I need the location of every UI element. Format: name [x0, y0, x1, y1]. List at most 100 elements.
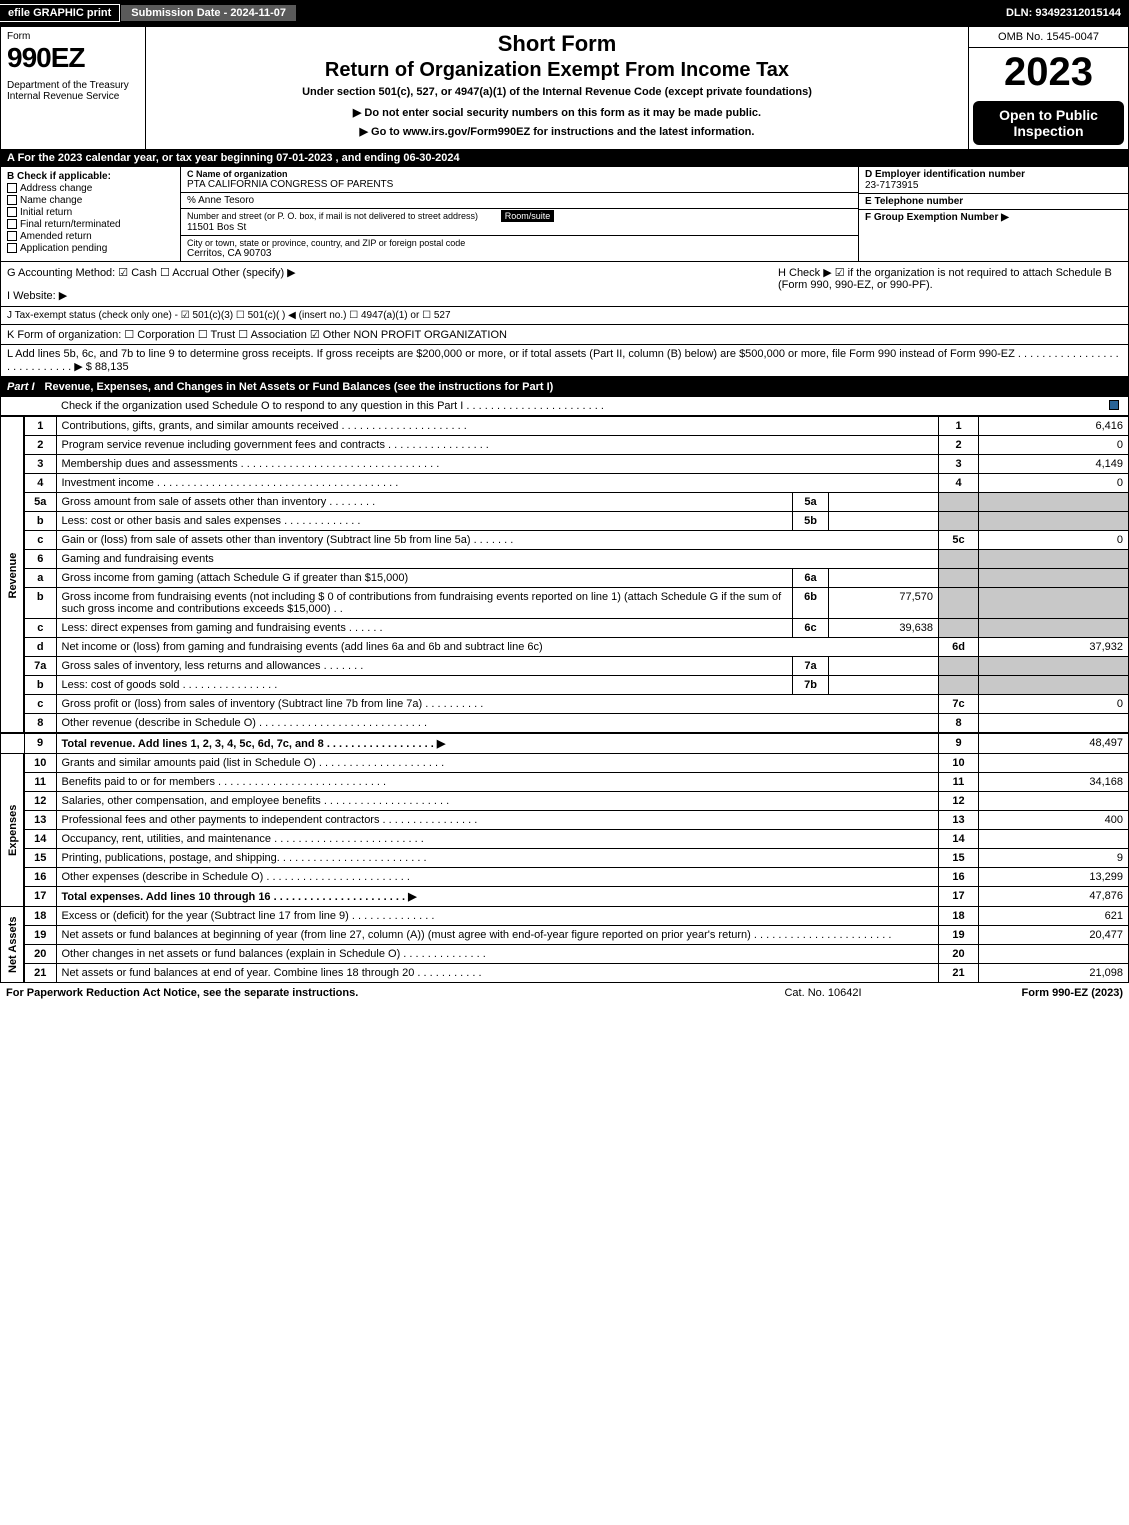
form-ref: Form 990-EZ (2023): [923, 987, 1123, 999]
line-6b: bGross income from fundraising events (n…: [1, 588, 1129, 619]
line-15: 15Printing, publications, postage, and s…: [1, 849, 1129, 868]
line-14: 14Occupancy, rent, utilities, and mainte…: [1, 830, 1129, 849]
ssn-warning: ▶ Do not enter social security numbers o…: [152, 106, 962, 119]
line-3: 3Membership dues and assessments . . . .…: [1, 455, 1129, 474]
website: I Website: ▶: [7, 289, 772, 302]
goto-text: ▶ Go to www.irs.gov/Form990EZ for instru…: [360, 126, 755, 138]
chk-amended-return[interactable]: Amended return: [7, 231, 174, 242]
line-20: 20Other changes in net assets or fund ba…: [1, 945, 1129, 964]
revenue-side-label: Revenue: [1, 417, 25, 734]
tax-year: 2023: [969, 48, 1128, 97]
line-13: 13Professional fees and other payments t…: [1, 811, 1129, 830]
group-exemption-label: F Group Exemption Number ▶: [865, 212, 1122, 223]
main-info-block: B Check if applicable: Address change Na…: [0, 167, 1129, 262]
org-name-cell: C Name of organization PTA CALIFORNIA CO…: [181, 167, 858, 193]
open-to-public: Open to Public Inspection: [973, 101, 1124, 145]
line-1: Revenue 1 Contributions, gifts, grants, …: [1, 417, 1129, 436]
goto-link[interactable]: ▶ Go to www.irs.gov/Form990EZ for instru…: [152, 125, 962, 138]
short-form-title: Short Form: [152, 31, 962, 57]
line-17: 17Total expenses. Add lines 10 through 1…: [1, 887, 1129, 907]
column-b: B Check if applicable: Address change Na…: [1, 167, 181, 261]
care-of-cell: % Anne Tesoro: [181, 193, 858, 209]
street-cell: Number and street (or P. O. box, if mail…: [181, 209, 858, 236]
main-title: Return of Organization Exempt From Incom…: [152, 59, 962, 82]
line-19: 19Net assets or fund balances at beginni…: [1, 926, 1129, 945]
form-header: Form 990EZ Department of the Treasury In…: [0, 26, 1129, 150]
line-7a: 7aGross sales of inventory, less returns…: [1, 657, 1129, 676]
part-i-check-text: Check if the organization used Schedule …: [61, 400, 1109, 412]
footer: For Paperwork Reduction Act Notice, see …: [0, 983, 1129, 1003]
line-2: 2Program service revenue including gover…: [1, 436, 1129, 455]
form-label: Form: [7, 31, 139, 42]
org-name-label: C Name of organization: [187, 169, 852, 179]
part-i-check: Check if the organization used Schedule …: [0, 397, 1129, 416]
part-i-checkbox[interactable]: [1109, 400, 1119, 410]
line-7c: cGross profit or (loss) from sales of in…: [1, 695, 1129, 714]
line-7b: bLess: cost of goods sold . . . . . . . …: [1, 676, 1129, 695]
row-l-gross-receipts: L Add lines 5b, 6c, and 7b to line 9 to …: [0, 345, 1129, 377]
ein-value: 23-7173915: [865, 180, 1122, 191]
header-right: OMB No. 1545-0047 2023 Open to Public In…: [968, 27, 1128, 149]
chk-initial-return[interactable]: Initial return: [7, 207, 174, 218]
omb-number: OMB No. 1545-0047: [969, 27, 1128, 48]
subtitle: Under section 501(c), 527, or 4947(a)(1)…: [152, 86, 962, 98]
line-4: 4Investment income . . . . . . . . . . .…: [1, 474, 1129, 493]
line-9: 9Total revenue. Add lines 1, 2, 3, 4, 5c…: [1, 733, 1129, 754]
chk-address-change[interactable]: Address change: [7, 183, 174, 194]
part-i-label: Part I: [7, 381, 45, 393]
line-18: Net Assets 18Excess or (deficit) for the…: [1, 907, 1129, 926]
city-value: Cerritos, CA 90703: [187, 248, 852, 259]
line-6a: aGross income from gaming (attach Schedu…: [1, 569, 1129, 588]
column-c: C Name of organization PTA CALIFORNIA CO…: [181, 167, 858, 261]
col-b-title: B Check if applicable:: [7, 171, 174, 182]
line-11: 11Benefits paid to or for members . . . …: [1, 773, 1129, 792]
line-5a: 5aGross amount from sale of assets other…: [1, 493, 1129, 512]
line-21: 21Net assets or fund balances at end of …: [1, 964, 1129, 983]
top-bar: efile GRAPHIC print Submission Date - 20…: [0, 0, 1129, 26]
paperwork-notice: For Paperwork Reduction Act Notice, see …: [6, 987, 723, 999]
row-ghi: G Accounting Method: ☑ Cash ☐ Accrual Ot…: [0, 262, 1129, 307]
department: Department of the Treasury Internal Reve…: [7, 80, 139, 102]
accounting-method: G Accounting Method: ☑ Cash ☐ Accrual Ot…: [7, 266, 772, 279]
header-center: Short Form Return of Organization Exempt…: [146, 27, 968, 149]
row-j-tax-exempt: J Tax-exempt status (check only one) - ☑…: [0, 307, 1129, 325]
cat-no: Cat. No. 10642I: [723, 987, 923, 999]
efile-label[interactable]: efile GRAPHIC print: [0, 4, 120, 22]
part-i-title: Revenue, Expenses, and Changes in Net As…: [45, 381, 554, 393]
line-16: 16Other expenses (describe in Schedule O…: [1, 868, 1129, 887]
org-name: PTA CALIFORNIA CONGRESS OF PARENTS: [187, 179, 852, 190]
line-10: Expenses 10Grants and similar amounts pa…: [1, 754, 1129, 773]
column-de: D Employer identification number 23-7173…: [858, 167, 1128, 261]
lines-table: Revenue 1 Contributions, gifts, grants, …: [0, 416, 1129, 983]
phone-label: E Telephone number: [865, 196, 1122, 207]
chk-final-return[interactable]: Final return/terminated: [7, 219, 174, 230]
chk-name-change[interactable]: Name change: [7, 195, 174, 206]
header-left: Form 990EZ Department of the Treasury In…: [1, 27, 146, 149]
expenses-side-label: Expenses: [1, 754, 25, 907]
line-5b: bLess: cost or other basis and sales exp…: [1, 512, 1129, 531]
group-exemption-cell: F Group Exemption Number ▶: [859, 210, 1128, 261]
line-6d: dNet income or (loss) from gaming and fu…: [1, 638, 1129, 657]
form-number: 990EZ: [7, 42, 139, 74]
row-a-tax-year: A For the 2023 calendar year, or tax yea…: [0, 150, 1129, 167]
netassets-side-label: Net Assets: [1, 907, 25, 983]
chk-application-pending[interactable]: Application pending: [7, 243, 174, 254]
ein-cell: D Employer identification number 23-7173…: [859, 167, 1128, 194]
line-6c: cLess: direct expenses from gaming and f…: [1, 619, 1129, 638]
schedule-b-check: H Check ▶ ☑ if the organization is not r…: [772, 266, 1122, 302]
line-8: 8Other revenue (describe in Schedule O) …: [1, 714, 1129, 734]
line-12: 12Salaries, other compensation, and empl…: [1, 792, 1129, 811]
line-6: 6Gaming and fundraising events: [1, 550, 1129, 569]
city-label: City or town, state or province, country…: [187, 238, 852, 248]
room-label: Room/suite: [501, 210, 555, 222]
part-i-header: Part I Revenue, Expenses, and Changes in…: [0, 377, 1129, 397]
line-5c: cGain or (loss) from sale of assets othe…: [1, 531, 1129, 550]
row-k-org-form: K Form of organization: ☐ Corporation ☐ …: [0, 325, 1129, 345]
city-cell: City or town, state or province, country…: [181, 236, 858, 261]
street-value: 11501 Bos St: [187, 222, 852, 233]
submission-date: Submission Date - 2024-11-07: [120, 4, 297, 22]
dln: DLN: 93492312015144: [998, 5, 1129, 21]
phone-cell: E Telephone number: [859, 194, 1128, 210]
ein-label: D Employer identification number: [865, 169, 1122, 180]
street-label: Number and street (or P. O. box, if mail…: [187, 211, 478, 221]
